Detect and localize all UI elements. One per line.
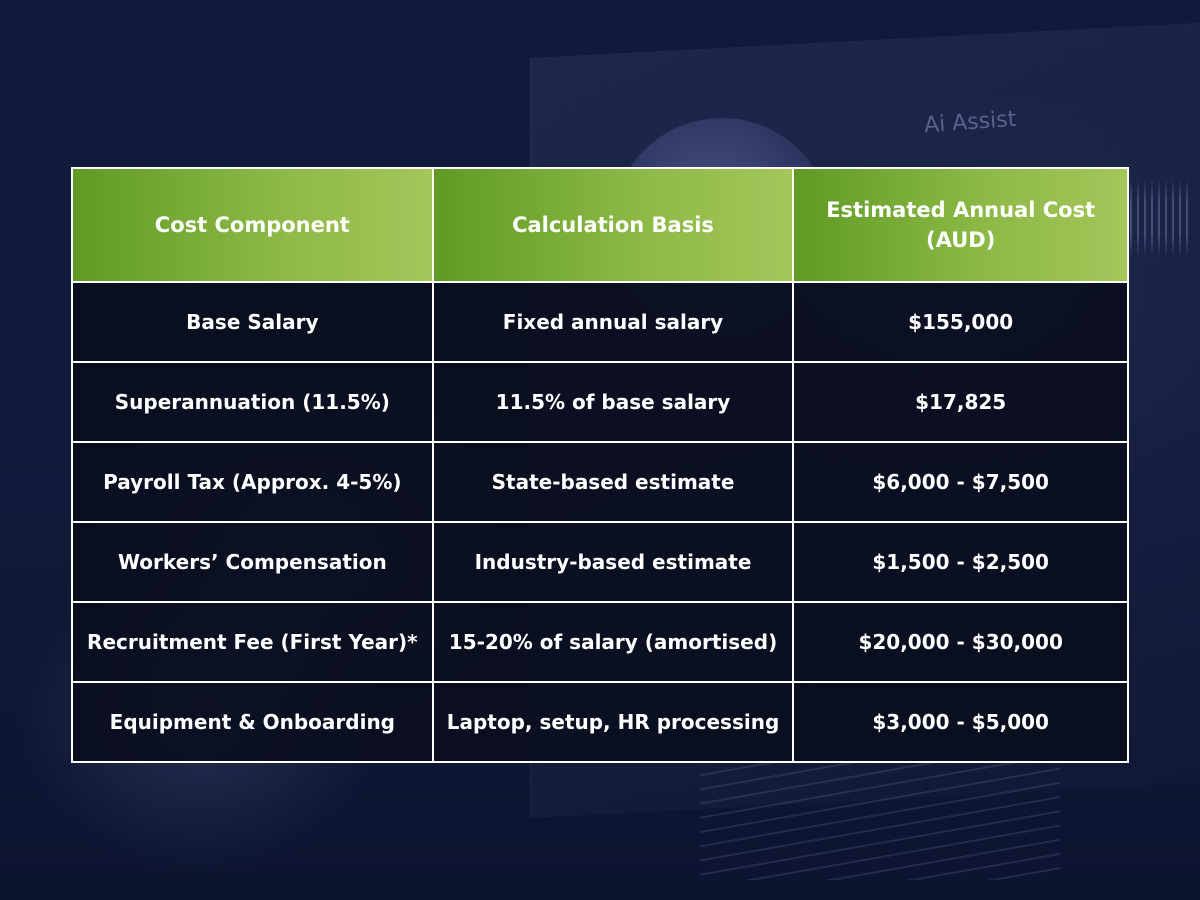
- header-cost-component: Cost Component: [71, 167, 434, 283]
- header-estimated-annual-cost: Estimated Annual Cost (AUD): [792, 167, 1129, 283]
- cost-breakdown-table: Cost Component Calculation Basis Estimat…: [71, 167, 1129, 763]
- cell-calculation-basis: Laptop, setup, HR processing: [431, 681, 795, 763]
- table-row: Recruitment Fee (First Year)* 15-20% of …: [71, 601, 1129, 683]
- table-header-row: Cost Component Calculation Basis Estimat…: [71, 167, 1129, 283]
- cell-cost-component: Base Salary: [71, 281, 434, 363]
- background-audio-wave-graphic: [1130, 178, 1190, 258]
- table-row: Payroll Tax (Approx. 4-5%) State-based e…: [71, 441, 1129, 523]
- cell-cost-component: Superannuation (11.5%): [71, 361, 434, 443]
- cell-estimated-cost: $20,000 - $30,000: [792, 601, 1129, 683]
- cell-calculation-basis: 11.5% of base salary: [431, 361, 795, 443]
- cell-calculation-basis: Industry-based estimate: [431, 521, 795, 603]
- cell-calculation-basis: Fixed annual salary: [431, 281, 795, 363]
- cell-estimated-cost: $3,000 - $5,000: [792, 681, 1129, 763]
- cell-calculation-basis: 15-20% of salary (amortised): [431, 601, 795, 683]
- cell-cost-component: Workers’ Compensation: [71, 521, 434, 603]
- cell-cost-component: Recruitment Fee (First Year)*: [71, 601, 434, 683]
- cell-estimated-cost: $6,000 - $7,500: [792, 441, 1129, 523]
- cell-estimated-cost: $1,500 - $2,500: [792, 521, 1129, 603]
- cell-calculation-basis: State-based estimate: [431, 441, 795, 523]
- header-calculation-basis: Calculation Basis: [431, 167, 795, 283]
- table-row: Base Salary Fixed annual salary $155,000: [71, 281, 1129, 363]
- cell-estimated-cost: $17,825: [792, 361, 1129, 443]
- background-text-lines: [700, 760, 1060, 880]
- table-row: Superannuation (11.5%) 11.5% of base sal…: [71, 361, 1129, 443]
- table-row: Workers’ Compensation Industry-based est…: [71, 521, 1129, 603]
- cell-cost-component: Equipment & Onboarding: [71, 681, 434, 763]
- table-row: Equipment & Onboarding Laptop, setup, HR…: [71, 681, 1129, 763]
- cell-estimated-cost: $155,000: [792, 281, 1129, 363]
- cell-cost-component: Payroll Tax (Approx. 4-5%): [71, 441, 434, 523]
